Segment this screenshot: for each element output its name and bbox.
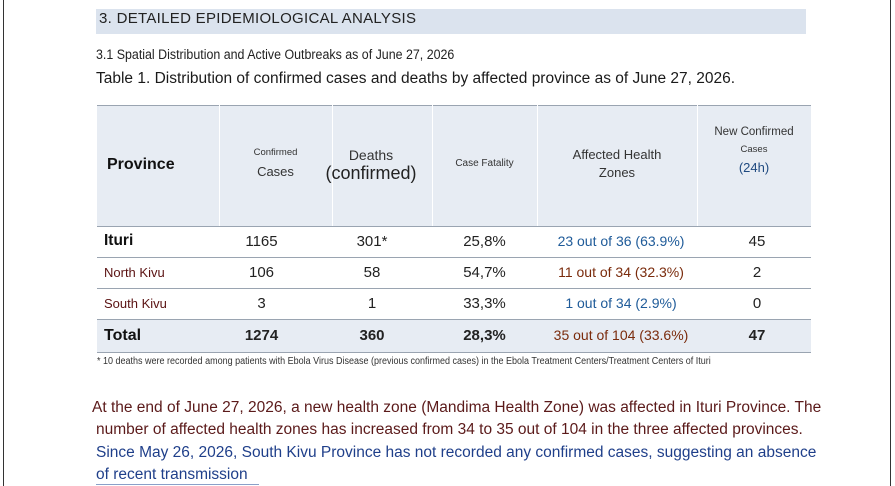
total-deaths: 360 xyxy=(359,327,385,344)
header-divider xyxy=(432,105,433,226)
row-zones: 1 out of 34 (2.9%) xyxy=(565,295,677,311)
row-province: South Kivu xyxy=(104,296,167,311)
header-cfr: Case Fatality xyxy=(432,158,537,169)
header-deaths-top: Deaths xyxy=(348,147,394,163)
row-deaths: 58 xyxy=(363,264,381,281)
header-zones-bottom: Zones xyxy=(598,165,636,180)
paragraph-line: Since May 26, 2026, South Kivu Province … xyxy=(96,444,817,461)
table-top-rule xyxy=(97,105,811,106)
row-province: Ituri xyxy=(104,232,134,249)
row-new-cases: 0 xyxy=(752,295,762,312)
page-border-left xyxy=(3,0,4,486)
header-new-top: New Confirmed xyxy=(714,126,794,138)
paragraph-line: number of affected health zones has incr… xyxy=(96,421,803,438)
table-bottom-rule xyxy=(97,352,811,353)
header-deaths-bottom: (confirmed) xyxy=(325,163,417,183)
row-new-cases: 2 xyxy=(752,264,762,281)
row-cfr: 25,8% xyxy=(463,233,506,250)
header-divider xyxy=(219,105,220,226)
header-rule xyxy=(97,226,811,227)
header-province: Province xyxy=(107,156,175,173)
text-underline xyxy=(96,484,259,485)
row-rule xyxy=(97,288,811,289)
header-zones-top: Affected Health xyxy=(572,147,662,162)
table-caption: Table 1. Distribution of confirmed cases… xyxy=(96,70,736,87)
row-province: North Kivu xyxy=(104,265,165,280)
row-cfr: 54,7% xyxy=(463,264,506,281)
province-table: Province Confirmed Cases Deaths (confirm… xyxy=(97,105,811,353)
header-deaths: Deaths (confirmed) xyxy=(319,147,423,184)
total-cfr: 28,3% xyxy=(463,327,506,344)
header-divider xyxy=(537,105,538,226)
total-label: Total xyxy=(104,327,142,344)
header-zones: Affected Health Zones xyxy=(537,147,697,180)
header-new-bottom: (24h) xyxy=(738,160,770,175)
row-rule xyxy=(97,257,811,258)
header-cfr-label: Case Fatality xyxy=(455,158,514,169)
total-cases: 1274 xyxy=(244,327,279,344)
row-cases: 1165 xyxy=(245,233,278,250)
row-new-cases: 45 xyxy=(748,233,766,250)
page-border-right xyxy=(890,0,891,486)
row-cases: 3 xyxy=(257,295,266,312)
row-cases: 106 xyxy=(248,264,275,281)
row-zones: 11 out of 34 (32.3%) xyxy=(558,264,684,280)
header-cases-bottom: Cases xyxy=(257,164,294,179)
table-footnote: * 10 deaths were recorded among patients… xyxy=(97,356,711,367)
header-divider xyxy=(332,105,333,226)
section-title: 3. DETAILED EPIDEMIOLOGICAL ANALYSIS xyxy=(99,10,417,27)
section-header-bar xyxy=(96,9,806,34)
header-cases-top: Confirmed xyxy=(253,147,298,158)
paragraph-line: At the end of June 27, 2026, a new healt… xyxy=(92,399,822,416)
header-new-mid: Cases xyxy=(740,144,768,155)
row-zones: 23 out of 36 (63.9%) xyxy=(557,233,685,249)
header-cases: Confirmed Cases xyxy=(219,147,332,179)
row-deaths: 1 xyxy=(367,295,377,312)
row-rule xyxy=(97,319,811,320)
header-divider xyxy=(697,105,698,226)
row-cfr: 33,3% xyxy=(463,295,506,312)
row-deaths: 301* xyxy=(356,233,388,250)
total-zones: 35 out of 104 (33.6%) xyxy=(553,327,689,343)
paragraph-line: of recent transmission xyxy=(96,466,248,483)
table-total-background xyxy=(97,319,811,353)
subheading: 3.1 Spatial Distribution and Active Outb… xyxy=(96,47,455,62)
header-new-cases: New Confirmed Cases (24h) xyxy=(697,126,811,175)
table-header-background xyxy=(97,105,811,226)
total-new-cases: 47 xyxy=(748,327,766,344)
